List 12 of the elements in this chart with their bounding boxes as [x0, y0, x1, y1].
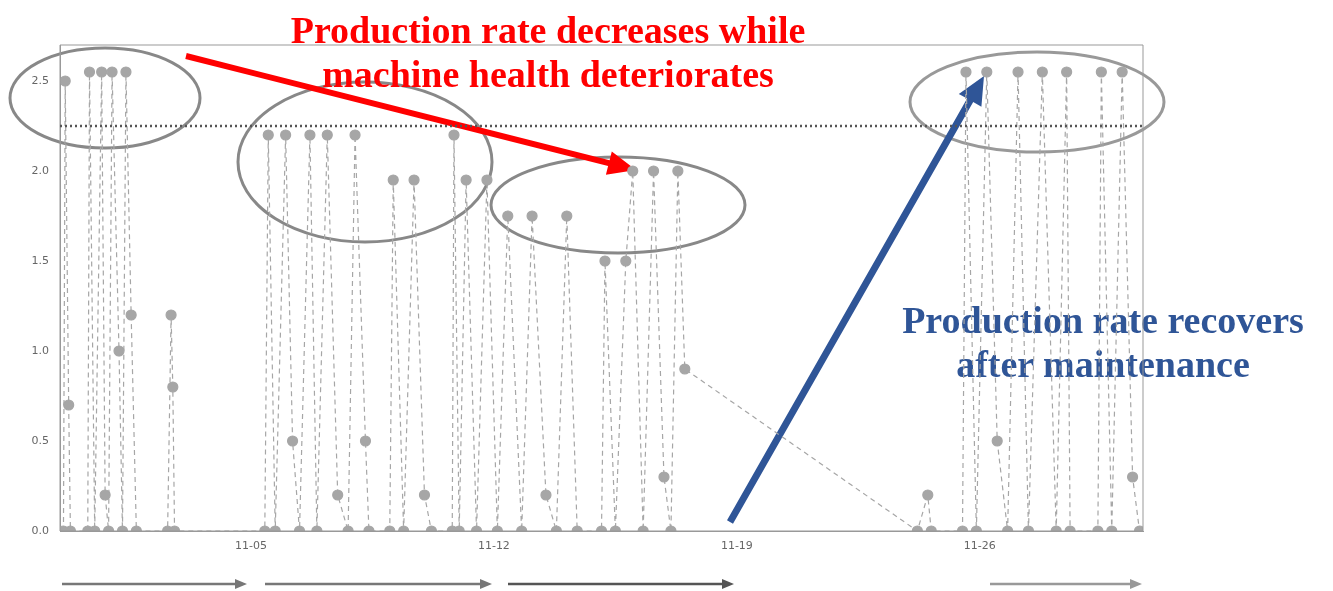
x-tick-label: 11-05	[234, 539, 267, 553]
y-tick-label: 2.0	[31, 163, 49, 177]
y-tick-label: 2.5	[31, 73, 49, 87]
y-tick-label: 0.5	[31, 433, 49, 447]
x-tick-label: 11-26	[963, 539, 996, 553]
x-tick-label: 11-19	[720, 539, 753, 553]
y-tick-label: 1.0	[31, 343, 49, 357]
x-tick-label: 11-12	[477, 539, 510, 553]
y-tick-label: 0.0	[31, 523, 49, 537]
annotation: Production rate decreases while machine health deteriorates	[290, 8, 806, 96]
annotation: Production rate recovers after maintenance	[902, 298, 1304, 386]
y-tick-label: 1.5	[31, 253, 49, 267]
